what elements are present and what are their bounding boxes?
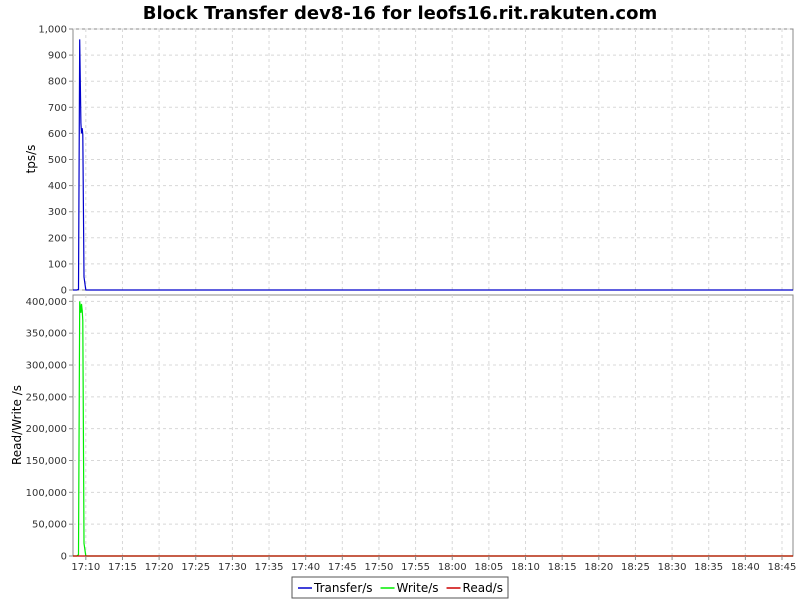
legend-entry-label: Transfer/s [313, 581, 373, 595]
x-axis-ticks: 17:10 17:15 17:20 17:25 17:30 17:35 17:40 17:45… [71, 556, 796, 573]
chart-title: Block Transfer dev8-16 for leofs16.rit.r… [143, 3, 657, 24]
bottom-panel: 0 50,000 100,000 150,000 200,000 250,000 300,0… [10, 294, 794, 563]
bottom-y-tick-label: 350,000 [26, 329, 67, 340]
x-tick-label: 18:35 [694, 562, 723, 573]
x-tick-label: 17:15 [108, 562, 137, 573]
legend: Transfer/s Write/s Read/s [291, 576, 509, 599]
top-y-tick-label: 1,000 [38, 25, 67, 36]
series-line-transfer-s [73, 39, 793, 291]
x-tick-label: 17:45 [328, 562, 357, 573]
top-y-tick-label: 300 [48, 207, 67, 218]
x-tick-label: 17:40 [291, 562, 320, 573]
legend-box [291, 576, 509, 599]
x-tick-label: 18:00 [438, 562, 467, 573]
top-y-tick-label: 900 [48, 51, 67, 62]
x-tick-label: 17:25 [181, 562, 210, 573]
top-y-tick-label: 400 [48, 181, 67, 192]
x-tick-label: 17:35 [255, 562, 284, 573]
legend-items: Transfer/s Write/s Read/s [298, 581, 503, 595]
x-tick-label: 18:15 [548, 562, 577, 573]
top-y-ticks: 0 100 200 300 400 500 600 700 800 900 1,000 [38, 25, 73, 297]
x-tick-label: 18:05 [474, 562, 503, 573]
top-y-tick-label: 800 [48, 77, 67, 88]
x-tick-label: 18:40 [731, 562, 760, 573]
bottom-y-tick-label: 400,000 [26, 297, 67, 308]
top-y-axis-label: tps/s [24, 145, 38, 174]
bottom-y-tick-label: 150,000 [26, 456, 67, 467]
top-panel: 0 100 200 300 400 500 600 700 800 900 1,000 tps/s [24, 25, 794, 297]
top-y-tick-label: 200 [48, 233, 67, 244]
x-tick-label: 17:50 [365, 562, 394, 573]
x-tick-label: 18:45 [768, 562, 797, 573]
x-tick-label: 18:30 [658, 562, 687, 573]
bottom-series-group [73, 301, 793, 557]
x-tick-label: 18:25 [621, 562, 650, 573]
legend-entry-label: Write/s [397, 581, 439, 595]
x-tick-label: 17:30 [218, 562, 247, 573]
x-tick-label: 17:55 [401, 562, 430, 573]
bottom-y-axis-label: Read/Write /s [10, 385, 24, 465]
legend-entry-label: Read/s [463, 581, 503, 595]
series-line-write-s [73, 301, 793, 557]
top-y-tick-label: 100 [48, 259, 67, 270]
top-series-group [73, 39, 793, 291]
top-y-tick-label: 700 [48, 103, 67, 114]
x-tick-label: 17:20 [145, 562, 174, 573]
bottom-y-tick-label: 300,000 [26, 361, 67, 372]
top-y-tick-label: 600 [48, 129, 67, 140]
x-tick-label: 18:20 [584, 562, 613, 573]
top-y-tick-label: 500 [48, 155, 67, 166]
bottom-y-tick-label: 0 [61, 552, 67, 563]
top-y-tick-label: 0 [61, 286, 67, 297]
bottom-y-tick-label: 100,000 [26, 488, 67, 499]
x-tick-label: 17:10 [71, 562, 100, 573]
bottom-y-tick-label: 50,000 [32, 520, 67, 531]
bottom-plot-area [72, 294, 794, 557]
x-tick-label: 18:10 [511, 562, 540, 573]
bottom-y-tick-label: 250,000 [26, 392, 67, 403]
bottom-y-tick-label: 200,000 [26, 424, 67, 435]
bottom-y-ticks: 0 50,000 100,000 150,000 200,000 250,000 300,0… [26, 297, 73, 563]
